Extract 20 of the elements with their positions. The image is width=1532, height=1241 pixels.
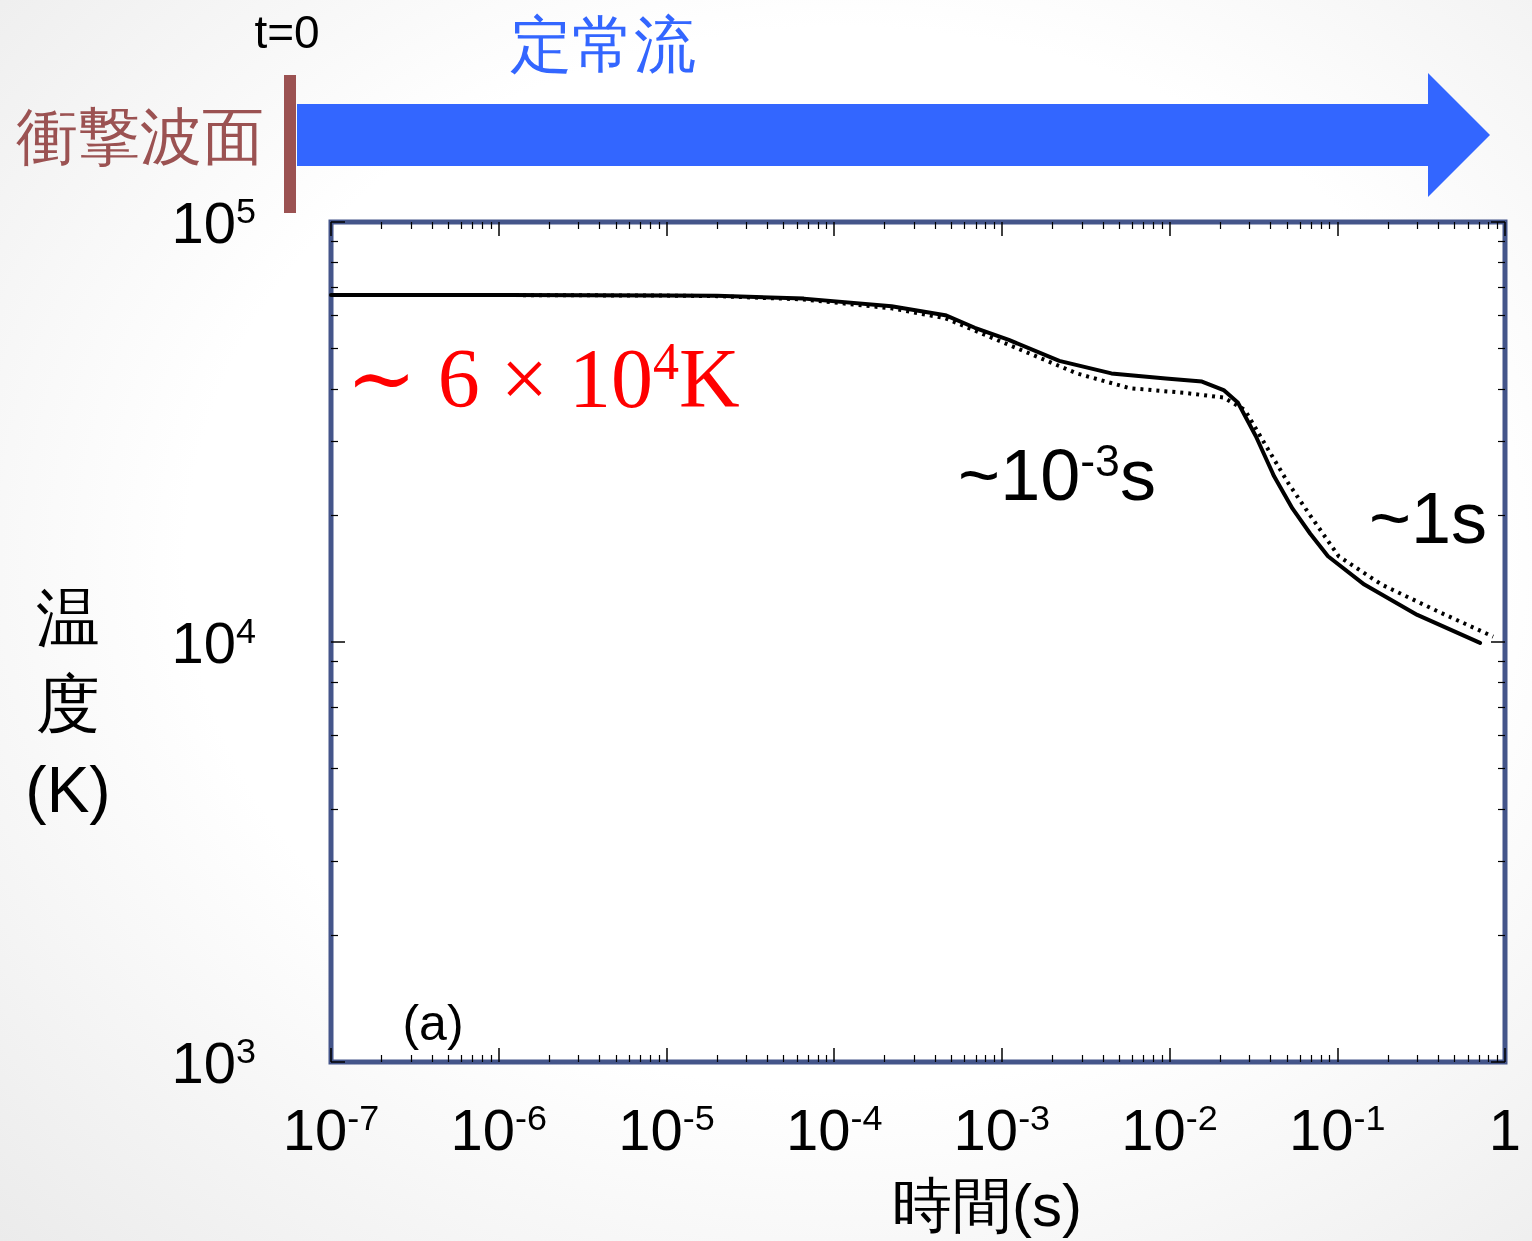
text: 衝撃波面 [16,102,264,171]
text: 定常流 [510,10,696,79]
x-tick-label: 10$^{-4}$ [785,1096,883,1162]
y-tick-label: 10$^{5}$ [171,189,256,255]
x-tick-label: 10$^{-3}$ [953,1096,1051,1162]
x-tick-label: 1 [1488,1097,1522,1162]
x-tick-label: 10$^{-5}$ [618,1096,715,1162]
text: t=0 [254,6,320,58]
annotation: (a) [402,995,464,1051]
x-tick-label: 10$^{-2}$ [1121,1096,1218,1162]
y-tick-label: 10$^{3}$ [171,1029,256,1095]
annotation: ~10$^{-3}$s [958,435,1156,515]
annotation: ∼ 6 × 10$^{4}$K [346,332,740,425]
y-axis-title: 温度(K) [25,582,111,826]
x-tick-label: 10$^{-6}$ [450,1096,547,1162]
x-tick-label: 10$^{-7}$ [282,1096,380,1162]
x-axis-title: 時間(s) [892,1172,1082,1239]
y-tick-label: 10$^{4}$ [171,609,256,675]
annotation: ~1s [1368,478,1488,558]
x-tick-label: 10$^{-1}$ [1289,1096,1386,1162]
